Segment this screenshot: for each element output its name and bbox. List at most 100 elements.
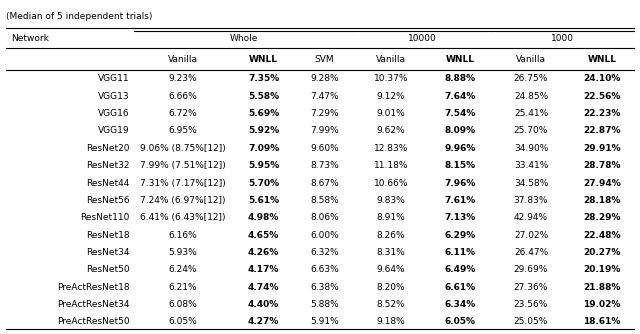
Text: 4.27%: 4.27% (248, 318, 279, 326)
Text: 25.70%: 25.70% (514, 127, 548, 135)
Text: 34.90%: 34.90% (514, 144, 548, 153)
Text: 34.58%: 34.58% (514, 179, 548, 187)
Text: 9.64%: 9.64% (376, 266, 405, 274)
Text: 4.26%: 4.26% (248, 248, 279, 257)
Text: 8.15%: 8.15% (445, 161, 476, 170)
Text: 28.29%: 28.29% (583, 213, 621, 222)
Text: 7.99%: 7.99% (310, 127, 339, 135)
Text: 8.58%: 8.58% (310, 196, 339, 205)
Text: 12.83%: 12.83% (374, 144, 408, 153)
Text: Vanilla: Vanilla (168, 55, 198, 64)
Text: PreActResNet18: PreActResNet18 (57, 283, 130, 292)
Text: 42.94%: 42.94% (514, 213, 548, 222)
Text: 9.83%: 9.83% (376, 196, 405, 205)
Text: 11.18%: 11.18% (374, 161, 408, 170)
Text: 18.61%: 18.61% (583, 318, 621, 326)
Text: 7.24% (6.97%[12]): 7.24% (6.97%[12]) (140, 196, 225, 205)
Text: 27.02%: 27.02% (514, 231, 548, 239)
Text: 9.62%: 9.62% (376, 127, 405, 135)
Text: 19.02%: 19.02% (583, 300, 621, 309)
Text: 6.63%: 6.63% (310, 266, 339, 274)
Text: 9.60%: 9.60% (310, 144, 339, 153)
Text: ResNet20: ResNet20 (86, 144, 130, 153)
Text: 25.05%: 25.05% (514, 318, 548, 326)
Text: WNLL: WNLL (588, 55, 616, 64)
Text: 8.52%: 8.52% (376, 300, 405, 309)
Text: 8.67%: 8.67% (310, 179, 339, 187)
Text: 6.66%: 6.66% (168, 92, 197, 101)
Text: 5.95%: 5.95% (248, 161, 279, 170)
Text: 6.05%: 6.05% (445, 318, 476, 326)
Text: 6.05%: 6.05% (168, 318, 197, 326)
Text: Network: Network (12, 33, 49, 42)
Text: 6.00%: 6.00% (310, 231, 339, 239)
Text: 5.61%: 5.61% (248, 196, 279, 205)
Text: 7.09%: 7.09% (248, 144, 279, 153)
Text: 9.01%: 9.01% (376, 109, 405, 118)
Text: VGG19: VGG19 (98, 127, 130, 135)
Text: 26.47%: 26.47% (514, 248, 548, 257)
Text: 7.47%: 7.47% (310, 92, 339, 101)
Text: 6.08%: 6.08% (168, 300, 197, 309)
Text: 22.87%: 22.87% (583, 127, 621, 135)
Text: 6.61%: 6.61% (445, 283, 476, 292)
Text: 10.66%: 10.66% (374, 179, 408, 187)
Text: 6.95%: 6.95% (168, 127, 197, 135)
Text: 6.29%: 6.29% (445, 231, 476, 239)
Text: ResNet18: ResNet18 (86, 231, 130, 239)
Text: 8.09%: 8.09% (445, 127, 476, 135)
Text: ResNet34: ResNet34 (86, 248, 130, 257)
Text: 10.37%: 10.37% (374, 74, 408, 83)
Text: 7.61%: 7.61% (445, 196, 476, 205)
Text: 6.24%: 6.24% (168, 266, 197, 274)
Text: 7.99% (7.51%[12]): 7.99% (7.51%[12]) (140, 161, 225, 170)
Text: 4.17%: 4.17% (248, 266, 279, 274)
Text: 8.91%: 8.91% (376, 213, 405, 222)
Text: 4.98%: 4.98% (248, 213, 279, 222)
Text: 9.28%: 9.28% (310, 74, 339, 83)
Text: 5.69%: 5.69% (248, 109, 279, 118)
Text: 27.94%: 27.94% (583, 179, 621, 187)
Text: 7.31% (7.17%[12]): 7.31% (7.17%[12]) (140, 179, 225, 187)
Text: WNLL: WNLL (249, 55, 278, 64)
Text: 6.38%: 6.38% (310, 283, 339, 292)
Text: 28.18%: 28.18% (583, 196, 621, 205)
Text: 33.41%: 33.41% (514, 161, 548, 170)
Text: 8.88%: 8.88% (445, 74, 476, 83)
Text: 8.73%: 8.73% (310, 161, 339, 170)
Text: 23.56%: 23.56% (514, 300, 548, 309)
Text: 6.11%: 6.11% (445, 248, 476, 257)
Text: 6.41% (6.43%[12]): 6.41% (6.43%[12]) (140, 213, 225, 222)
Text: 22.56%: 22.56% (583, 92, 621, 101)
Text: 7.96%: 7.96% (445, 179, 476, 187)
Text: 21.88%: 21.88% (583, 283, 621, 292)
Text: 7.35%: 7.35% (248, 74, 279, 83)
Text: 7.13%: 7.13% (445, 213, 476, 222)
Text: 10000: 10000 (408, 34, 437, 43)
Text: 22.23%: 22.23% (583, 109, 621, 118)
Text: 5.88%: 5.88% (310, 300, 339, 309)
Text: 26.75%: 26.75% (514, 74, 548, 83)
Text: WNLL: WNLL (445, 55, 475, 64)
Text: 37.83%: 37.83% (514, 196, 548, 205)
Text: 7.29%: 7.29% (310, 109, 339, 118)
Text: 27.36%: 27.36% (514, 283, 548, 292)
Text: 9.23%: 9.23% (168, 74, 197, 83)
Text: ResNet44: ResNet44 (86, 179, 130, 187)
Text: 9.12%: 9.12% (376, 92, 405, 101)
Text: 29.91%: 29.91% (583, 144, 621, 153)
Text: 8.20%: 8.20% (376, 283, 405, 292)
Text: 29.69%: 29.69% (514, 266, 548, 274)
Text: 8.06%: 8.06% (310, 213, 339, 222)
Text: Whole: Whole (229, 34, 257, 43)
Text: 7.64%: 7.64% (445, 92, 476, 101)
Text: PreActResNet34: PreActResNet34 (57, 300, 130, 309)
Text: 5.91%: 5.91% (310, 318, 339, 326)
Text: ResNet50: ResNet50 (86, 266, 130, 274)
Text: 6.32%: 6.32% (310, 248, 339, 257)
Text: 20.19%: 20.19% (583, 266, 621, 274)
Text: 5.70%: 5.70% (248, 179, 279, 187)
Text: 6.72%: 6.72% (168, 109, 197, 118)
Text: 9.18%: 9.18% (376, 318, 405, 326)
Text: 6.21%: 6.21% (168, 283, 197, 292)
